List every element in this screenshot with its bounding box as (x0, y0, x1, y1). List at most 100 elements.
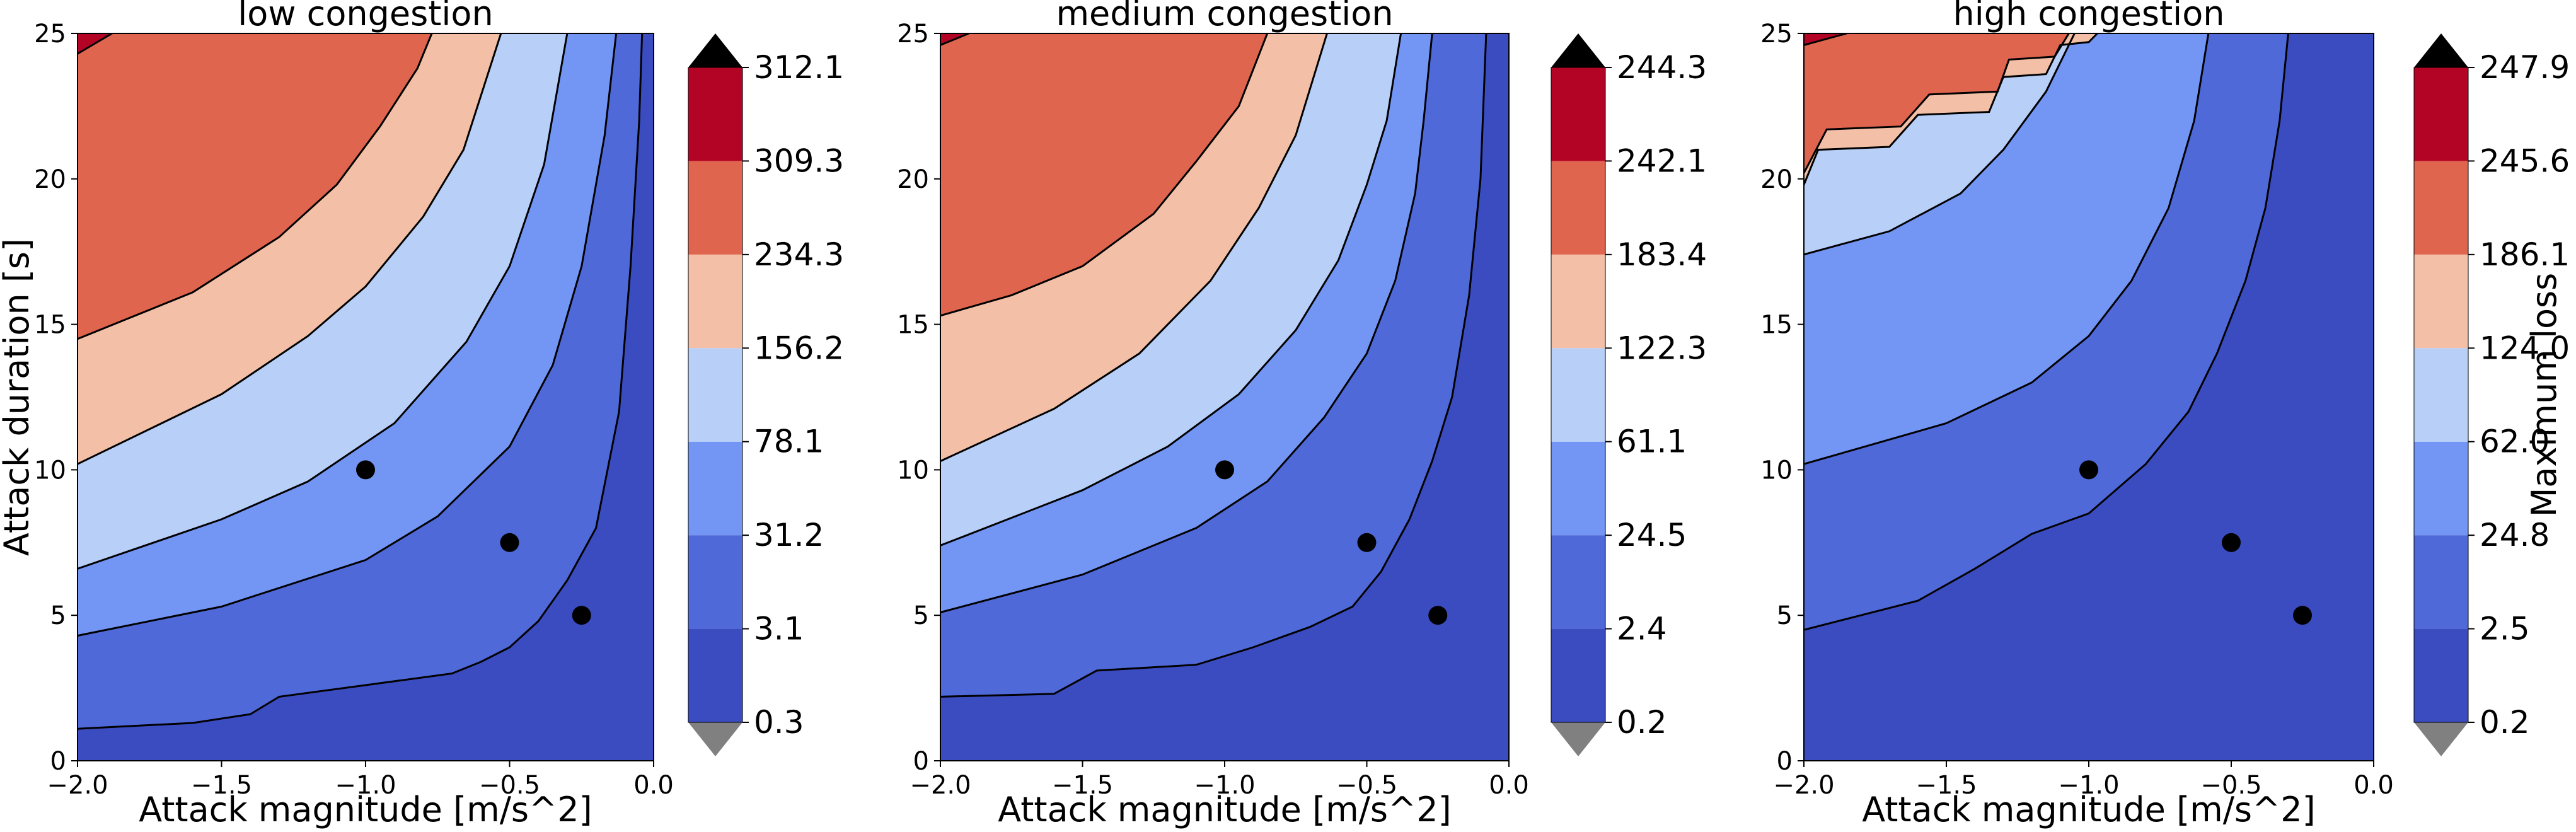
colorbar-extend-max (2414, 33, 2468, 67)
contour-line-2 (940, 33, 1433, 614)
y-tick-label: 20 (1760, 165, 1793, 194)
colorbar-band-4 (1551, 254, 1605, 349)
y-tick-label: 0 (1777, 747, 1793, 776)
y-tick-label: 25 (1760, 20, 1793, 49)
colorbar-tick-label: 186.1 (2480, 236, 2570, 273)
y-tick-label: 10 (1760, 456, 1793, 485)
y-tick-label: 25 (34, 20, 66, 49)
colorbar-extend-min (2414, 722, 2468, 756)
y-tick-label: 5 (50, 601, 66, 630)
contour-line-3 (78, 33, 569, 570)
x-tick-label: 0.0 (1489, 771, 1529, 800)
contour-line-3 (940, 33, 1402, 546)
colorbar-band-0 (1551, 628, 1605, 722)
colorbar-frame (688, 67, 743, 723)
x-tick-label: −1.5 (1915, 771, 1977, 800)
attack-point-1 (2079, 460, 2098, 480)
x-tick-label: −2.0 (47, 771, 108, 800)
y-tick-label: 5 (913, 601, 929, 630)
y-tick-label: 20 (34, 165, 66, 194)
colorbar-tick-label: 24.8 (2480, 517, 2550, 553)
y-tick-label: 15 (34, 311, 66, 340)
colorbar-band-3 (2414, 348, 2468, 442)
colorbar-tick-label: 0.3 (754, 704, 804, 741)
colorbar-tick-label: 245.6 (2480, 142, 2570, 179)
colorbar-band-2 (2414, 441, 2468, 536)
colorbar-band-2 (1551, 441, 1605, 536)
contour-line-1 (940, 33, 1487, 698)
contour-band-5 (78, 33, 432, 339)
colorbar-band-6 (1551, 67, 1605, 161)
colorbar-extend-min (1551, 722, 1605, 756)
colorbar: 0.3 3.1 31.2 78.1 156.2 234.3 309.3 312.1 (688, 33, 844, 756)
colorbar-label: Maximum loss (2524, 273, 2564, 517)
attack-point-1 (356, 460, 375, 480)
x-tick-label: −1.5 (1052, 771, 1113, 800)
x-tick-label: −1.0 (2058, 771, 2119, 800)
x-tick-label: −2.0 (910, 771, 971, 800)
attack-point-3 (572, 606, 591, 625)
colorbar-tick-label: 124.0 (2480, 330, 2570, 366)
colorbar-band-4 (688, 254, 742, 349)
x-tick-label: −1.5 (191, 771, 252, 800)
y-tick-label: 0 (913, 747, 929, 776)
attack-point-3 (1428, 606, 1448, 625)
colorbar-band-1 (2414, 535, 2468, 629)
contour-band-5 (1804, 33, 2069, 173)
colorbar-band-5 (688, 161, 742, 255)
contour-line-6 (1804, 33, 1847, 46)
x-tick-label: −1.0 (1194, 771, 1255, 800)
contour-line-3 (1804, 33, 2076, 256)
colorbar-band-6 (688, 67, 742, 161)
panel-title: low congestion (238, 0, 493, 33)
colorbar-tick-label: 2.5 (2480, 611, 2530, 647)
panel-medium-congestion: −2.0 −1.5 −1.0 −0.5 0.0 0 5 10 15 20 25 medium cong… (897, 0, 1707, 829)
y-axis-label: Attack duration [s] (0, 238, 37, 556)
attack-point-2 (1357, 533, 1377, 552)
attack-point-2 (500, 533, 519, 552)
colorbar-band-5 (1551, 161, 1605, 255)
colorbar-tick-label: 234.3 (754, 236, 844, 273)
y-tick-label: 25 (897, 20, 929, 49)
y-tick-label: 15 (897, 311, 929, 340)
contour-line-5 (940, 33, 1269, 317)
contour-line-4 (78, 33, 502, 465)
colorbar-tick-label: 312.1 (754, 49, 844, 86)
contour-line-5 (78, 33, 433, 340)
colorbar-tick-label: 247.9 (2480, 49, 2570, 86)
y-tick-label: 5 (1777, 601, 1793, 630)
colorbar-tick-label: 244.3 (1617, 49, 1707, 86)
contour-line-1 (1804, 33, 2289, 631)
panel-low-congestion: −2.0 −1.5 −1.0 −0.5 0.0 0 5 10 15 20 25 low congest… (0, 0, 844, 829)
contour-line-1 (78, 33, 644, 730)
colorbar-tick-label: 31.2 (754, 517, 824, 553)
colorbar-band-4 (2414, 254, 2468, 349)
colorbar-band-1 (1551, 535, 1605, 629)
attack-point-1 (1215, 460, 1234, 480)
x-tick-label: −0.5 (1336, 771, 1397, 800)
panel-title: medium congestion (1056, 0, 1393, 33)
colorbar-tick-label: 2.4 (1617, 611, 1667, 647)
colorbar-tick-label: 122.3 (1617, 330, 1707, 366)
colorbar-frame (2413, 67, 2469, 723)
colorbar-tick-label: 62.0 (2480, 424, 2550, 460)
colorbar-tick-label: 78.1 (754, 424, 824, 460)
contour-band-5 (940, 33, 1268, 316)
colorbar: 0.2 2.5 24.8 62.0 124.0 186.1 245.6 247.9 Maximu… (2413, 33, 2570, 756)
colorbar-tick-label: 24.5 (1617, 517, 1687, 553)
colorbar-tick-label: 242.1 (1617, 142, 1707, 179)
contour-line-6 (940, 33, 969, 46)
y-tick-label: 10 (34, 456, 66, 485)
panel-title: high congestion (1953, 0, 2225, 33)
colorbar-band-0 (2414, 628, 2468, 722)
y-tick-label: 20 (897, 165, 929, 194)
x-axis-label: Attack magnitude [m/s^2] (998, 790, 1451, 829)
y-tick-label: 10 (897, 456, 929, 485)
colorbar-extend-min (688, 722, 742, 756)
colorbar-band-1 (688, 535, 742, 629)
contour-line-5 (1804, 33, 2070, 174)
contour-line-4 (1804, 33, 2098, 185)
x-tick-label: −0.5 (2200, 771, 2261, 800)
attack-point-2 (2222, 533, 2241, 552)
